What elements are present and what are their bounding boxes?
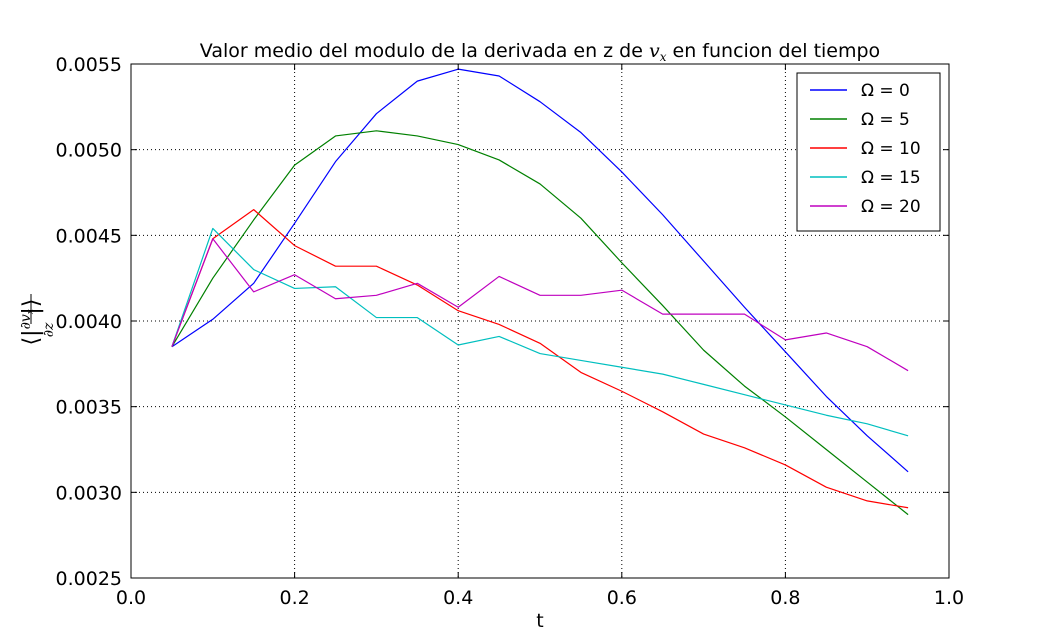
x-tick-label: 0.8 <box>770 587 800 609</box>
legend-label: Ω = 10 <box>861 139 921 159</box>
y-label-left-bar: | <box>19 329 44 336</box>
y-tick-label: 0.0050 <box>56 140 122 162</box>
legend-label: Ω = 0 <box>861 81 910 101</box>
series-line <box>171 68 909 473</box>
y-label-denominator: ∂z <box>41 322 57 337</box>
series-line <box>171 238 909 372</box>
legend-label: Ω = 15 <box>861 168 921 188</box>
series-line <box>171 130 909 516</box>
legend-box <box>796 72 941 232</box>
y-tick-label: 0.0035 <box>56 397 122 419</box>
y-tick-label: 0.0045 <box>56 225 122 247</box>
y-tick-label: 0.0025 <box>56 568 122 590</box>
y-axis-label: ⟨|∂vx∂z|⟩ <box>18 294 57 345</box>
x-tick-label: 1.0 <box>934 587 964 609</box>
axis-ticks <box>130 63 950 579</box>
y-tick-label: 0.0030 <box>56 482 122 504</box>
chart-title: Valor medio del modulo de la derivada en… <box>200 40 880 64</box>
y-tick-label: 0.0055 <box>56 54 122 76</box>
grid <box>131 64 949 578</box>
series-line <box>171 209 909 509</box>
legend-label: Ω = 20 <box>861 197 921 217</box>
x-tick-label: 0.6 <box>607 587 637 609</box>
legend-label: Ω = 5 <box>861 110 910 130</box>
plot-lines <box>171 68 909 516</box>
x-tick-label: 0.2 <box>279 587 309 609</box>
y-label-open-bracket: ⟨ <box>19 337 44 346</box>
tick-labels: 0.0 0.2 0.4 0.6 0.8 1.0 0.0025 0.0030 0.0035 0.00… <box>56 54 965 609</box>
x-tick-label: 0.4 <box>443 587 473 609</box>
x-tick-label: 0.0 <box>116 587 146 609</box>
x-axis-label: t <box>536 610 543 632</box>
series-line <box>171 227 909 437</box>
y-label-numerator: ∂v <box>18 314 34 329</box>
legend: Ω = 0 Ω = 5 Ω = 10 Ω = 15 Ω = 20 <box>796 72 941 232</box>
y-tick-label: 0.0040 <box>56 311 122 333</box>
